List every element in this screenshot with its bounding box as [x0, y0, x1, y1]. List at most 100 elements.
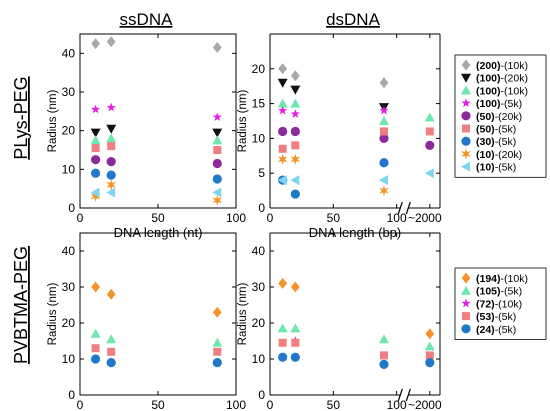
legend-entry: (105)-(5k) — [461, 285, 522, 298]
legend-entry: (10)-(20k) — [461, 148, 522, 161]
data-point — [91, 104, 101, 114]
y-axis-label: Radius (nm) — [237, 90, 249, 153]
series-24-5k — [91, 354, 222, 368]
data-point — [106, 179, 116, 191]
data-point — [91, 354, 101, 364]
x-tick-label: 50 — [151, 211, 165, 225]
data-point — [290, 281, 300, 293]
data-point — [290, 109, 300, 118]
data-point — [107, 347, 116, 356]
data-point — [379, 185, 389, 197]
y-tick-label: 0 — [68, 388, 75, 402]
y-tick-label: 20 — [62, 316, 76, 330]
x-tick-label: 50 — [151, 398, 165, 411]
data-point — [91, 144, 100, 153]
x-tick-label: 0 — [77, 398, 84, 411]
y-tick-label: 0 — [68, 201, 75, 215]
series-53-5k — [278, 338, 434, 360]
axis-break-mark — [397, 388, 411, 402]
data-point — [278, 277, 288, 289]
data-point — [290, 153, 301, 165]
x-tick-label: 0 — [267, 398, 274, 411]
legend-marker — [461, 98, 471, 107]
data-point — [106, 187, 116, 198]
series-100-20k — [90, 124, 223, 138]
data-point — [379, 77, 389, 89]
y-tick-label: 20 — [252, 316, 266, 330]
series-100-5k — [278, 105, 389, 118]
data-point — [378, 175, 388, 186]
series-50-5k — [91, 142, 222, 154]
legend-pvbtma-peg: (194)-(10k)(105)-(5k)(72)-(10k)(53)-(5k)… — [454, 267, 547, 340]
legend-entry: (72)-(10k) — [461, 298, 522, 310]
x-tick-label: 100 — [387, 211, 407, 225]
data-point — [212, 337, 223, 347]
legend-label: (53)-(5k) — [476, 311, 516, 323]
data-point — [425, 358, 435, 368]
y-tick-label: 0 — [258, 201, 265, 215]
data-point — [212, 112, 222, 122]
legend-label: (194)-(10k) — [476, 273, 528, 285]
data-point — [277, 153, 288, 165]
legend-entry: (50)-(5k) — [462, 124, 516, 136]
series-50-20k — [278, 126, 435, 150]
data-point — [290, 98, 301, 108]
legend-entry: (53)-(5k) — [462, 311, 516, 323]
legend-label: (72)-(10k) — [476, 298, 522, 310]
data-point — [278, 338, 287, 347]
data-point — [106, 133, 117, 143]
data-point — [424, 112, 435, 122]
data-point — [277, 98, 288, 108]
legend-label: (50)-(20k) — [476, 111, 522, 123]
data-point — [106, 157, 116, 167]
row-title-plys-peg: PLys-PEG — [11, 76, 31, 159]
series-105-5k — [90, 328, 223, 347]
data-point — [212, 158, 222, 169]
data-point — [379, 105, 389, 115]
data-point — [277, 78, 288, 88]
x-tick-label: 100 — [226, 211, 246, 225]
data-point — [106, 334, 117, 344]
series-24-5k — [278, 352, 435, 369]
data-point — [278, 126, 288, 137]
legend-marker — [461, 324, 471, 334]
legend-entry: (10)-(5k) — [461, 161, 516, 174]
y-axis-label: Radius (nm) — [47, 90, 59, 153]
data-point — [277, 323, 288, 333]
y-tick-label: 40 — [62, 244, 76, 258]
x-tick-label: 0 — [267, 211, 274, 225]
data-point — [290, 70, 300, 82]
data-point — [212, 194, 223, 206]
data-point — [277, 175, 287, 186]
legend-label: (10)-(5k) — [476, 162, 516, 174]
y-tick-label: 5 — [258, 166, 265, 180]
data-point — [91, 344, 100, 353]
data-point — [90, 190, 101, 202]
data-point — [290, 85, 301, 95]
data-point — [425, 140, 435, 150]
legend-entry: (200)-(10k) — [461, 59, 528, 72]
data-point — [107, 142, 116, 151]
series-50-5k — [278, 127, 434, 153]
data-point — [379, 127, 388, 136]
x-tick-label: ~2000 — [408, 398, 442, 411]
y-tick-label: 30 — [252, 280, 266, 294]
data-point — [106, 124, 117, 134]
data-point — [91, 281, 100, 293]
legend-entry: (194)-(10k) — [461, 272, 528, 285]
legend-label: (10)-(20k) — [476, 149, 522, 161]
x-tick-label: 50 — [327, 211, 341, 225]
data-point — [290, 175, 300, 186]
data-point — [212, 187, 222, 198]
data-point — [212, 135, 223, 145]
legend-entry: (100)-(20k) — [461, 73, 528, 85]
y-axis-label: Radius (nm) — [237, 283, 249, 346]
data-point — [278, 144, 287, 153]
y-tick-label: 0 — [258, 388, 265, 402]
legend-marker — [461, 285, 471, 295]
series-100-10k — [277, 98, 435, 125]
y-tick-label: 20 — [252, 62, 266, 76]
data-point — [379, 133, 389, 143]
